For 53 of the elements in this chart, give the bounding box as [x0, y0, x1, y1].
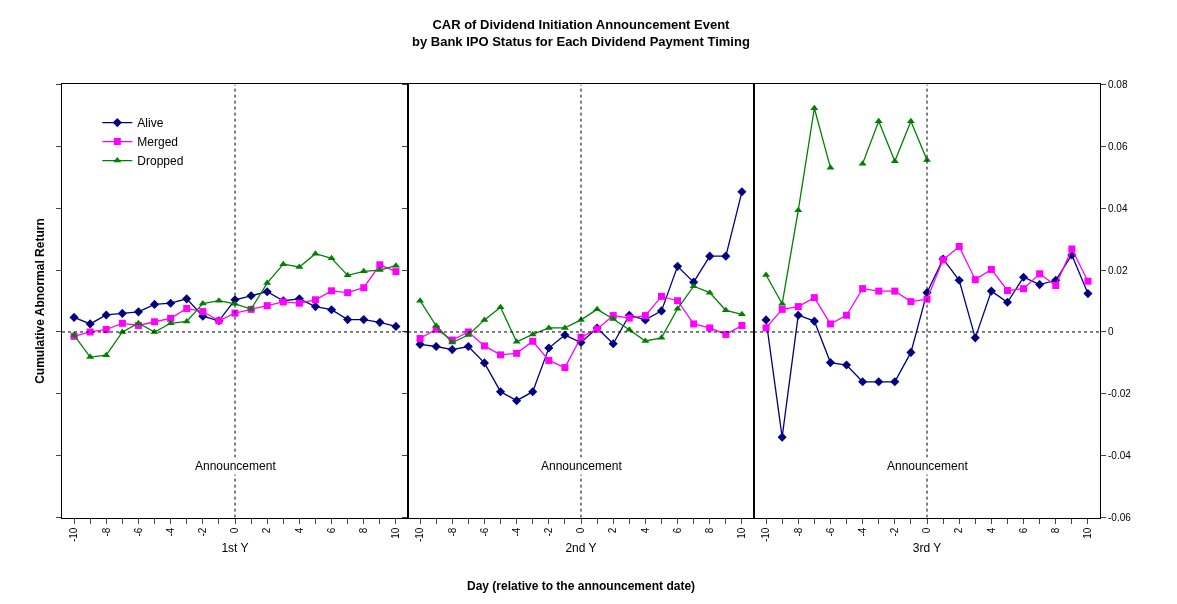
x-tick-label: 6: [1017, 527, 1029, 534]
y-tick-label: 0.02: [1108, 264, 1128, 276]
x-tick-label: -6: [132, 527, 144, 537]
x-tick-label: -10: [760, 527, 772, 543]
ref-line-label: Announcement: [195, 459, 277, 473]
x-tick-label: -2: [543, 527, 555, 537]
x-tick-label: -4: [856, 527, 868, 537]
x-tick-label: -6: [824, 527, 836, 537]
x-tick-label: 4: [985, 527, 997, 534]
x-tick-label: 10: [736, 527, 748, 539]
legend-label: Alive: [137, 116, 164, 131]
x-tick-label: -2: [889, 527, 901, 537]
text: Day (relative to the announcement date): [467, 579, 696, 593]
chart-title: CAR of Dividend Initiation Announcement Event by Bank IPO Status for Each Dividend Payment Timing: [412, 17, 750, 49]
x-tick-label: 2: [953, 527, 965, 534]
y-tick-label: -0.06: [1108, 512, 1132, 524]
x-tick-label: 4: [639, 527, 651, 534]
x-tick-label: 8: [1049, 527, 1061, 534]
x-tick-label: 4: [293, 527, 305, 534]
x-axis-title: 3rd Y: [912, 540, 942, 555]
x-tick-label: 8: [703, 527, 715, 534]
x-tick-label: 0: [921, 527, 933, 534]
x-axis-title: 1st Y: [221, 540, 249, 555]
x-tick-label: 2: [261, 527, 273, 534]
ref-line-label: Announcement: [541, 459, 623, 473]
y-tick-label: 0.04: [1108, 202, 1128, 214]
x-tick-label: 10: [390, 527, 402, 539]
y-tick-label: -0.02: [1108, 388, 1132, 400]
y-tick-label: 0.08: [1108, 78, 1128, 90]
x-tick-label: -8: [446, 527, 458, 537]
y-tick-label: 0: [1108, 326, 1114, 338]
y-tick-label: -0.04: [1108, 450, 1132, 462]
ref-line-label: Announcement: [887, 459, 969, 473]
y-axis-title: Cumulative Abnormal Return: [33, 218, 48, 384]
legend-label: Merged: [137, 135, 178, 150]
x-tick-label: -10: [414, 527, 426, 543]
x-tick-label: -2: [197, 527, 209, 537]
x-tick-label: -8: [100, 527, 112, 537]
x-tick-label: -8: [792, 527, 804, 537]
x-tick-label: 0: [229, 527, 241, 534]
x-tick-label: 6: [671, 527, 683, 534]
x-tick-label: 2: [607, 527, 619, 534]
x-tick-label: -6: [478, 527, 490, 537]
x-tick-label: 6: [325, 527, 337, 534]
x-tick-label: 8: [357, 527, 369, 534]
x-tick-label: 10: [1082, 527, 1094, 539]
x-tick-label: -10: [68, 527, 80, 543]
x-tick-label: -4: [164, 527, 176, 537]
y-tick-label: 0.06: [1108, 140, 1128, 152]
x-tick-label: -4: [510, 527, 522, 537]
x-axis-title: 2nd Y: [565, 540, 597, 555]
x-tick-label: 0: [575, 527, 587, 534]
legend-label: Dropped: [137, 154, 184, 169]
